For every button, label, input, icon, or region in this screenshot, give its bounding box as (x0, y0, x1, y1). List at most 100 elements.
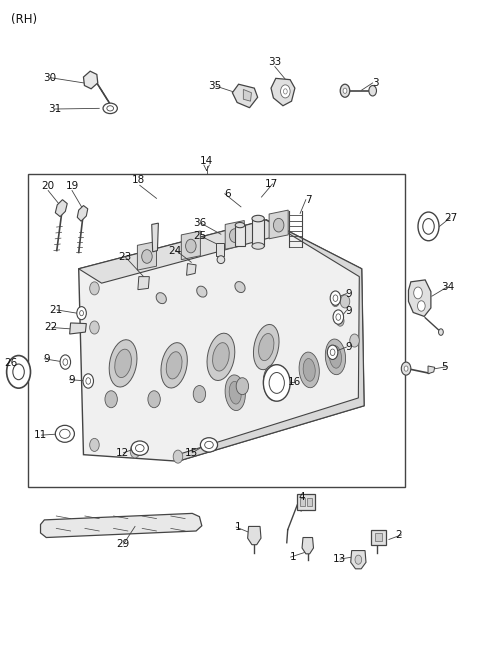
Circle shape (355, 555, 362, 564)
Polygon shape (70, 323, 86, 334)
Text: 19: 19 (65, 181, 79, 191)
Circle shape (80, 310, 84, 316)
Ellipse shape (142, 250, 152, 263)
Ellipse shape (329, 346, 341, 368)
Polygon shape (84, 71, 98, 89)
Text: (RH): (RH) (11, 13, 37, 26)
Bar (235, 225, 245, 246)
Circle shape (343, 88, 347, 94)
Ellipse shape (107, 105, 114, 111)
Text: 2: 2 (396, 530, 402, 540)
Text: 30: 30 (43, 73, 56, 83)
Circle shape (173, 450, 183, 463)
Circle shape (90, 321, 99, 334)
Polygon shape (232, 84, 258, 107)
Ellipse shape (229, 229, 240, 242)
Ellipse shape (131, 441, 148, 455)
Bar (371, 531, 385, 545)
Polygon shape (269, 210, 288, 239)
Ellipse shape (259, 333, 274, 361)
Text: 17: 17 (265, 179, 278, 189)
Circle shape (350, 334, 360, 347)
Circle shape (414, 287, 422, 299)
Text: 23: 23 (118, 252, 131, 262)
Circle shape (330, 291, 341, 305)
Polygon shape (225, 221, 244, 250)
Circle shape (86, 378, 91, 384)
Circle shape (90, 438, 99, 451)
Ellipse shape (225, 375, 245, 411)
Circle shape (130, 445, 140, 458)
Ellipse shape (252, 243, 264, 250)
Circle shape (330, 349, 335, 356)
Text: 14: 14 (200, 156, 213, 166)
Ellipse shape (235, 282, 245, 293)
Circle shape (439, 329, 444, 335)
Polygon shape (181, 231, 200, 259)
Polygon shape (79, 220, 288, 283)
Polygon shape (243, 90, 252, 101)
Circle shape (7, 356, 31, 388)
Polygon shape (137, 242, 156, 270)
Polygon shape (351, 551, 366, 569)
Bar (252, 219, 264, 246)
Text: 15: 15 (185, 448, 198, 458)
Circle shape (148, 391, 160, 407)
Polygon shape (187, 263, 196, 275)
Bar (28, 174, 405, 487)
Text: 24: 24 (168, 246, 182, 255)
Circle shape (340, 84, 350, 97)
Circle shape (404, 366, 408, 371)
Text: 11: 11 (34, 430, 47, 440)
Text: 3: 3 (372, 78, 378, 88)
Circle shape (264, 365, 290, 402)
Circle shape (281, 85, 290, 98)
Text: 6: 6 (224, 189, 230, 199)
Text: 9: 9 (44, 354, 50, 364)
Bar (307, 498, 312, 506)
Text: 9: 9 (346, 342, 352, 352)
Ellipse shape (213, 343, 229, 371)
Circle shape (63, 359, 68, 365)
Bar (300, 498, 305, 506)
Ellipse shape (267, 371, 279, 394)
Text: 1: 1 (235, 522, 242, 532)
Ellipse shape (186, 239, 196, 253)
Text: 21: 21 (49, 305, 62, 315)
Circle shape (236, 378, 249, 395)
Text: 18: 18 (132, 176, 145, 185)
Ellipse shape (263, 365, 284, 401)
Text: 5: 5 (442, 362, 448, 371)
Text: 29: 29 (116, 539, 129, 549)
Circle shape (269, 373, 284, 394)
Text: 25: 25 (193, 231, 206, 241)
Ellipse shape (217, 255, 225, 263)
Ellipse shape (55, 425, 74, 442)
Ellipse shape (109, 340, 137, 387)
Circle shape (340, 295, 350, 308)
Text: 9: 9 (346, 305, 352, 316)
Ellipse shape (115, 349, 132, 377)
Bar (216, 243, 224, 255)
Circle shape (423, 219, 434, 234)
Ellipse shape (274, 218, 284, 232)
Bar (374, 533, 382, 542)
Text: 26: 26 (4, 358, 17, 368)
Polygon shape (248, 527, 261, 545)
Ellipse shape (303, 358, 315, 381)
Circle shape (333, 310, 344, 324)
Circle shape (336, 314, 341, 320)
Text: 27: 27 (444, 213, 457, 223)
Polygon shape (77, 206, 88, 221)
Ellipse shape (135, 445, 144, 452)
Text: 7: 7 (305, 195, 312, 204)
Circle shape (283, 89, 287, 94)
Circle shape (13, 364, 24, 380)
Circle shape (90, 282, 99, 295)
Ellipse shape (166, 352, 182, 379)
Polygon shape (178, 220, 364, 461)
Text: 12: 12 (116, 448, 129, 458)
Circle shape (401, 362, 411, 375)
Ellipse shape (161, 343, 187, 388)
Circle shape (418, 301, 425, 311)
